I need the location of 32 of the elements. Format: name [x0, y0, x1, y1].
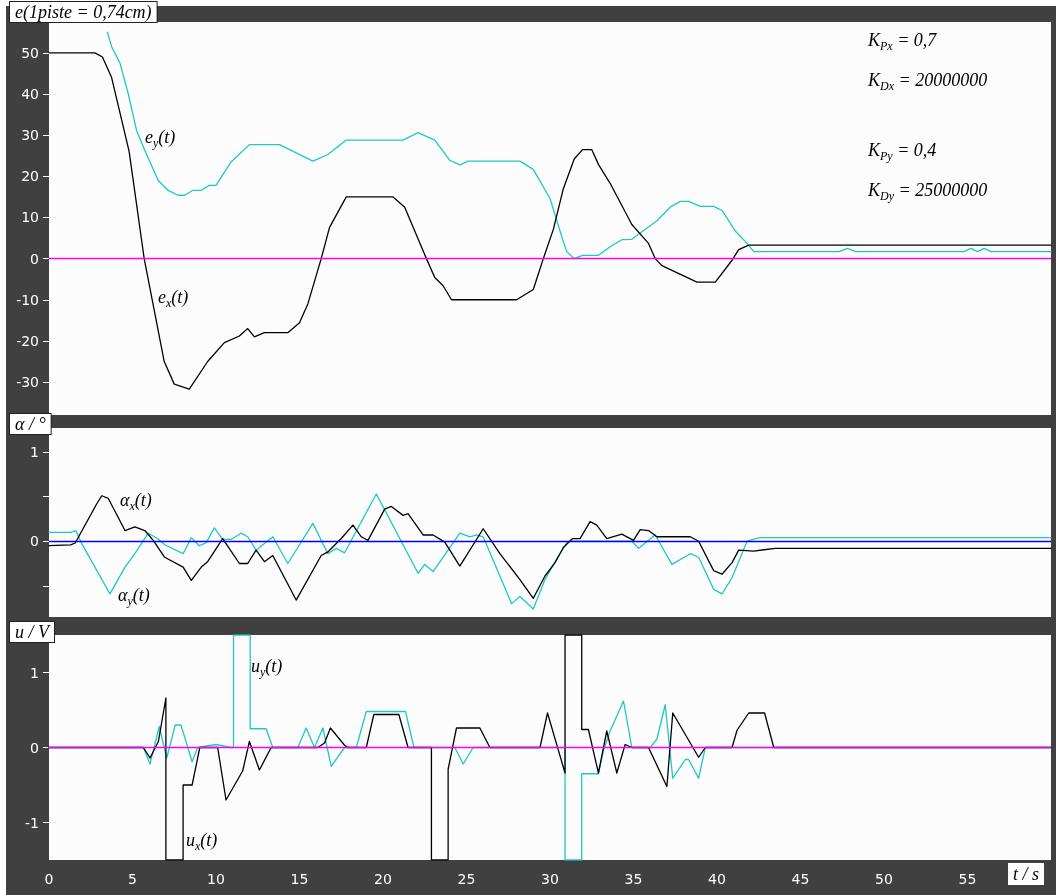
x-tick-label: 40 — [708, 871, 726, 887]
y-axis-title: α / ° — [15, 414, 46, 434]
x-tick-label: 25 — [457, 871, 476, 887]
y-tick-label: 40 — [21, 86, 39, 103]
y-tick-label: 30 — [21, 127, 39, 144]
y-tick-label: 1 — [30, 664, 39, 681]
y-tick-label: 20 — [21, 168, 39, 185]
y-tick-label: -20 — [16, 332, 39, 349]
y-tick-label: 10 — [21, 209, 39, 226]
x-tick-label: 5 — [128, 871, 137, 887]
y-tick-label: -10 — [16, 291, 39, 308]
x-tick-label: 35 — [624, 871, 643, 887]
y-tick-label: 50 — [21, 44, 39, 61]
x-tick-label: 10 — [207, 871, 225, 887]
line-series — [48, 52, 1052, 390]
line-series — [106, 31, 1052, 260]
x-tick-label: 15 — [290, 871, 309, 887]
y-tick-label: -30 — [16, 374, 39, 391]
y-tick-label: 1 — [30, 444, 39, 461]
x-tick-label: 55 — [958, 871, 977, 887]
x-tick-label: 45 — [791, 871, 810, 887]
y-axis-title: e(1piste = 0,74cm) — [15, 2, 152, 23]
x-tick-label: 30 — [541, 871, 559, 887]
y-tick-label: 0 — [30, 250, 39, 267]
x-axis-title: t / s — [1013, 864, 1040, 884]
y-tick-label: 0 — [30, 739, 39, 756]
y-tick-label: -1 — [25, 814, 39, 831]
y-tick-label: 0 — [30, 533, 39, 550]
x-tick-label: 0 — [44, 871, 54, 887]
x-tick-label: 50 — [875, 871, 893, 887]
x-tick-label: 20 — [374, 871, 392, 887]
y-axis-title: u / V — [15, 622, 51, 642]
